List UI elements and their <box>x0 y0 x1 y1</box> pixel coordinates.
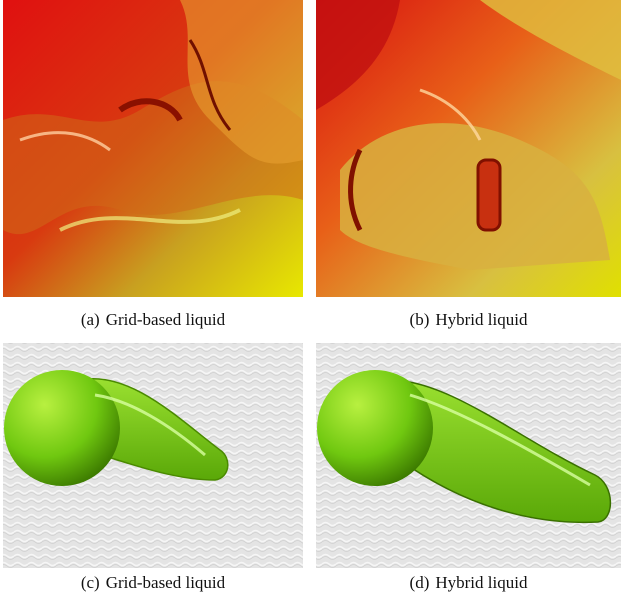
caption-text: Grid-based liquid <box>106 310 225 329</box>
caption-label: (a) <box>81 310 100 329</box>
image-hybrid-paint <box>316 0 621 297</box>
caption-text: Hybrid liquid <box>435 310 527 329</box>
caption-a: (a) Grid-based liquid <box>3 310 303 330</box>
figure-images <box>0 0 621 602</box>
caption-label: (b) <box>410 310 430 329</box>
caption-text: Hybrid liquid <box>435 573 527 592</box>
image-grid-paint <box>3 0 303 297</box>
image-grid-blob <box>3 343 303 568</box>
caption-b: (b) Hybrid liquid <box>316 310 621 330</box>
caption-text: Grid-based liquid <box>106 573 225 592</box>
figure: (a) Grid-based liquid (b) Hybrid liquid (c… <box>0 0 621 602</box>
caption-c: (c) Grid-based liquid <box>3 573 303 593</box>
image-hybrid-blob <box>316 343 621 568</box>
caption-d: (d) Hybrid liquid <box>316 573 621 593</box>
caption-label: (d) <box>410 573 430 592</box>
caption-label: (c) <box>81 573 100 592</box>
